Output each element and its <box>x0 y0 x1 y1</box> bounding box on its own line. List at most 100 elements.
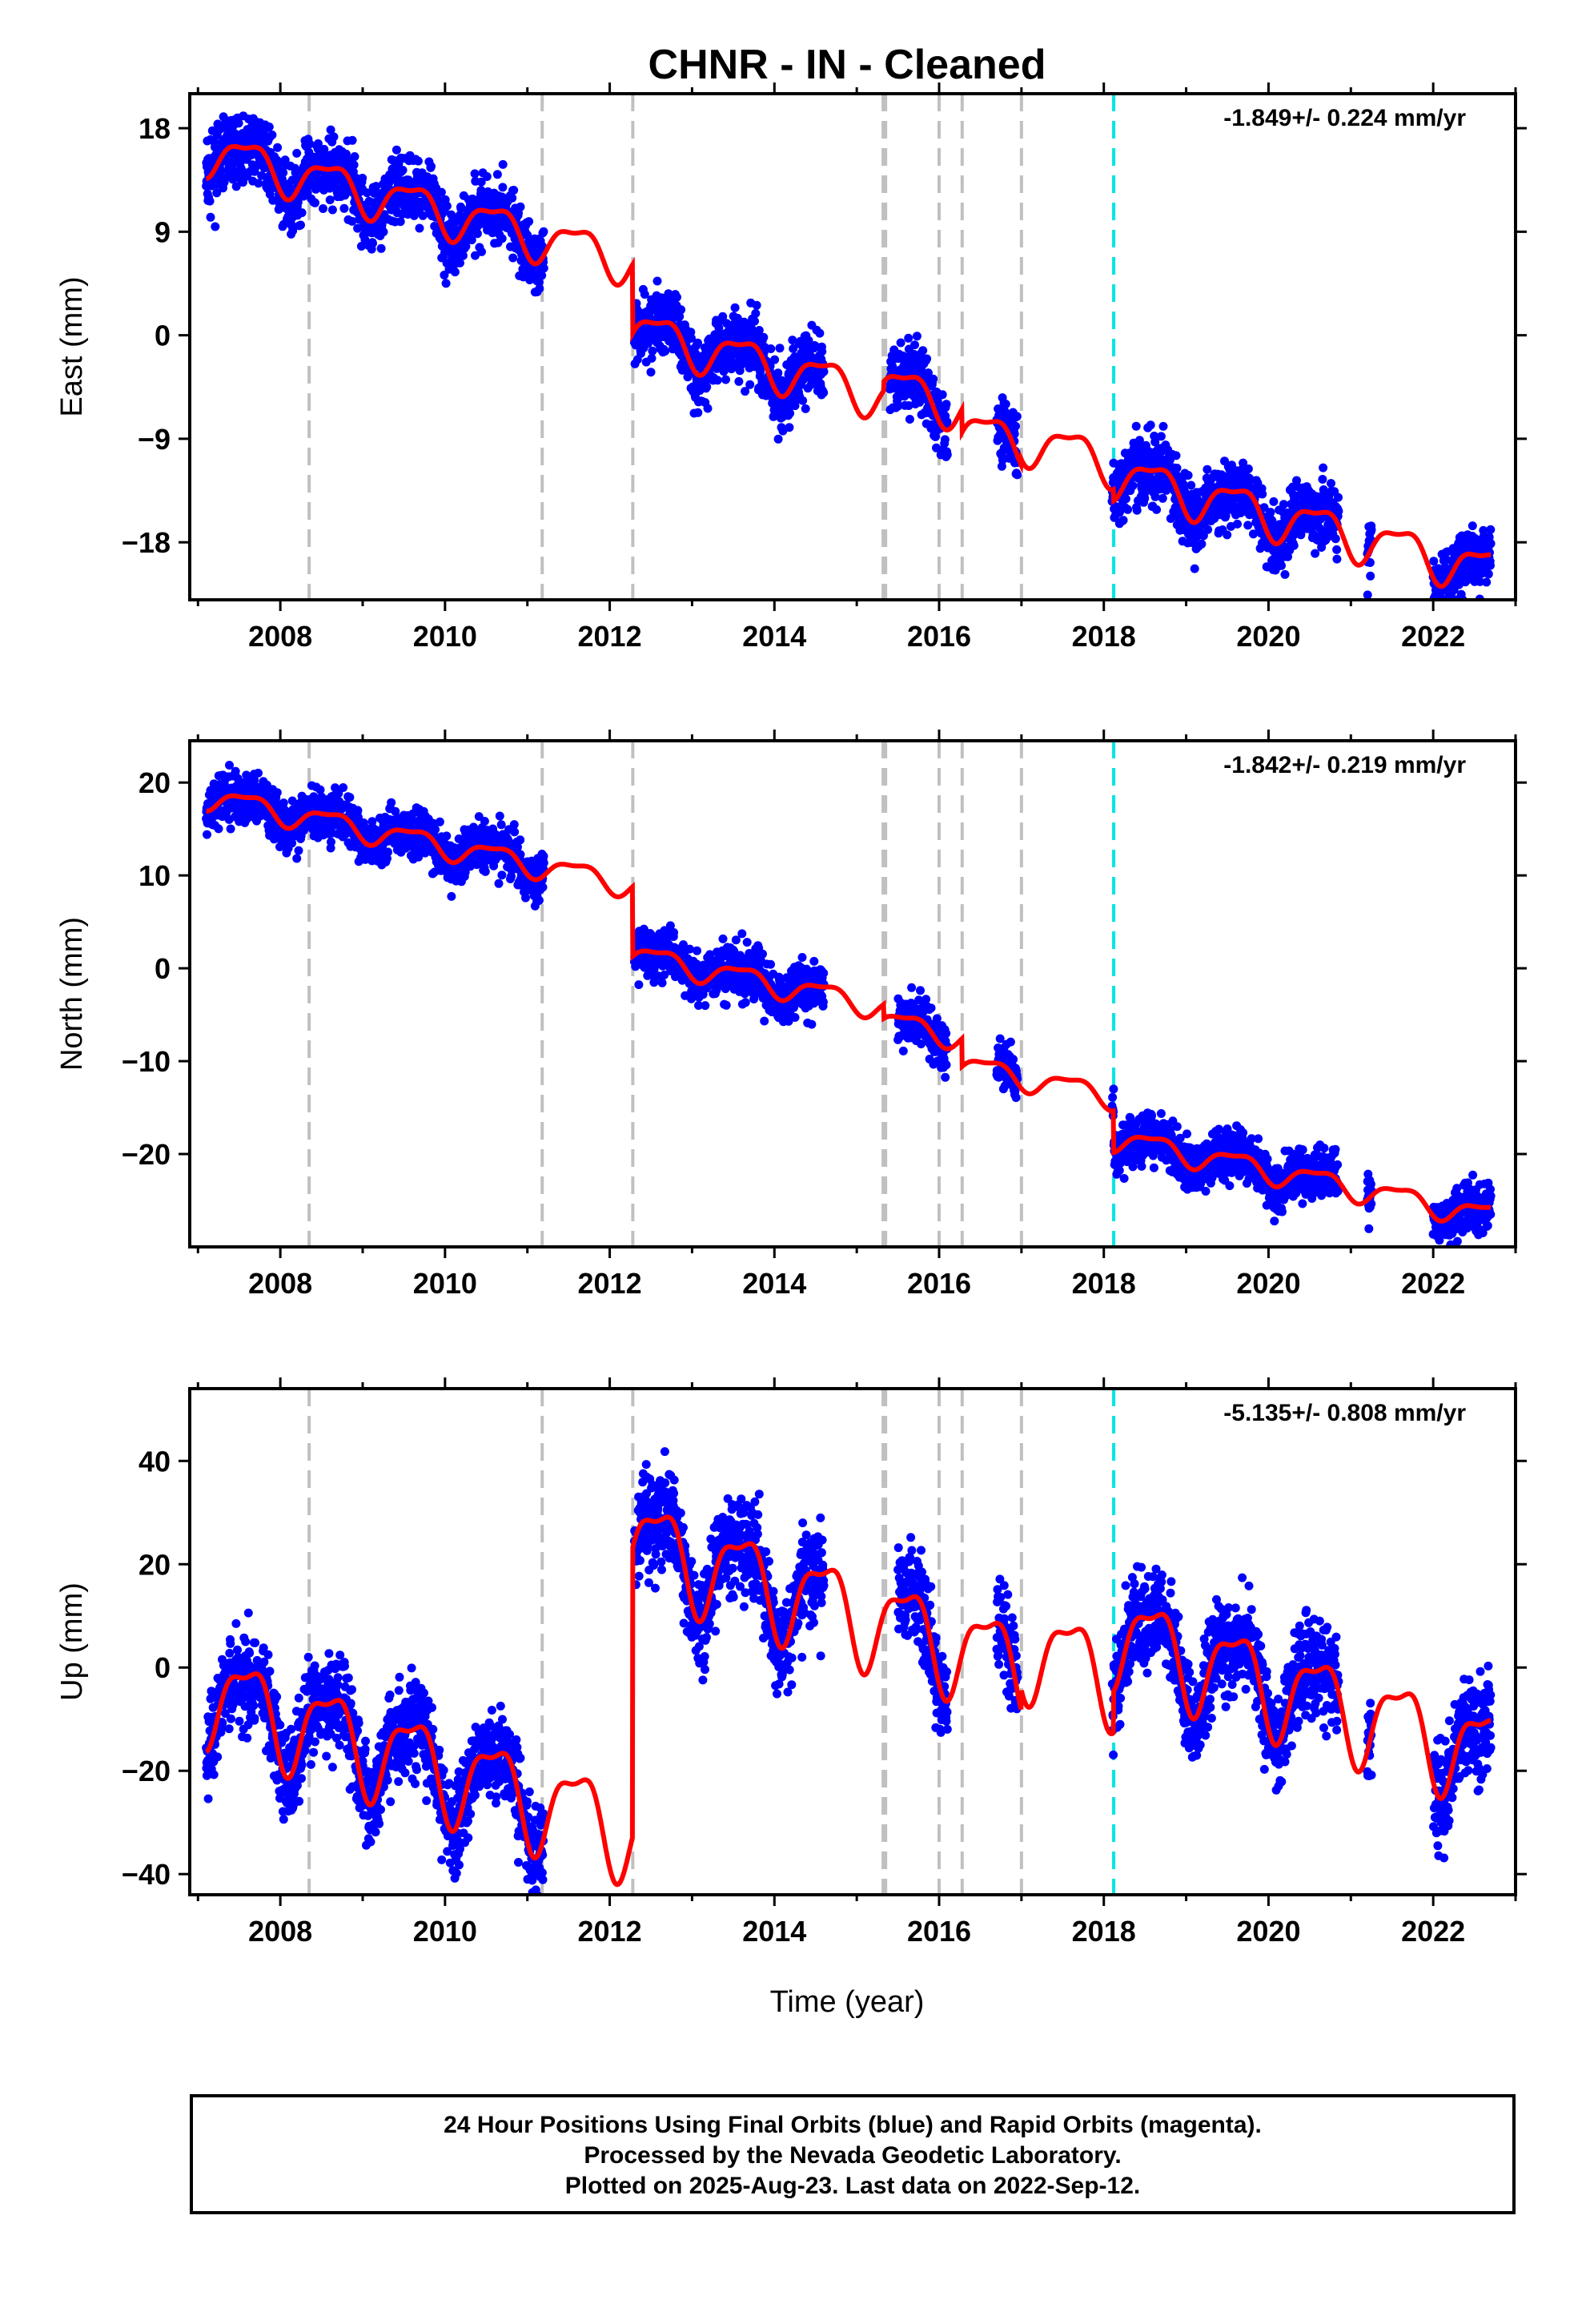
data-point <box>516 202 525 211</box>
data-point <box>442 201 452 211</box>
data-point <box>472 229 482 239</box>
data-point <box>458 251 468 260</box>
data-point <box>339 203 349 213</box>
data-point <box>1319 463 1328 472</box>
data-point <box>329 132 339 142</box>
data-point <box>497 234 507 243</box>
y-tick-label: −18 <box>122 526 171 559</box>
data-point <box>264 123 274 131</box>
data-point <box>538 883 548 892</box>
data-point <box>539 858 548 868</box>
data-point <box>297 208 307 218</box>
data-point <box>1132 505 1142 515</box>
data-point <box>1334 493 1343 502</box>
data-point <box>750 316 759 326</box>
data-point <box>292 854 302 863</box>
data-point <box>398 166 408 175</box>
data-point <box>498 183 508 192</box>
data-point <box>1001 400 1010 409</box>
data-point <box>801 404 810 413</box>
data-point <box>1233 519 1242 529</box>
data-point <box>938 390 947 400</box>
data-point <box>904 333 913 343</box>
data-point <box>1183 471 1193 480</box>
data-point <box>1158 493 1167 503</box>
data-point <box>661 347 670 356</box>
data-point <box>1318 475 1327 484</box>
data-point <box>427 162 436 171</box>
data-point <box>1363 590 1372 600</box>
data-point <box>212 188 222 198</box>
data-point <box>998 455 1007 464</box>
data-point <box>319 204 327 213</box>
data-point <box>231 182 241 191</box>
data-point <box>214 824 223 834</box>
data-point <box>773 434 783 444</box>
data-point <box>467 235 476 245</box>
data-point <box>942 417 952 427</box>
data-point <box>292 148 302 158</box>
data-point <box>396 217 405 227</box>
data-point <box>267 131 277 139</box>
data-point <box>745 380 755 389</box>
data-point <box>345 793 355 802</box>
data-point <box>1331 534 1340 544</box>
final-orbit-points <box>202 761 1496 1247</box>
panels: 2008 2010 2012 2014 2016 2018 2020 2022−18−9091… <box>55 82 1527 1948</box>
data-point <box>508 193 517 203</box>
data-point <box>752 300 761 310</box>
data-point <box>634 980 644 990</box>
data-point <box>1203 464 1212 474</box>
x-tick-label: 2010 <box>413 620 477 653</box>
data-point <box>254 179 263 188</box>
data-point <box>415 223 424 233</box>
data-point <box>819 388 829 397</box>
data-point <box>442 831 452 841</box>
data-point <box>798 396 808 405</box>
data-point <box>537 271 547 280</box>
y-tick-label: −9 <box>138 423 171 456</box>
data-point <box>1443 605 1452 614</box>
data-point <box>371 182 381 191</box>
data-point <box>1277 561 1286 570</box>
data-point <box>1280 569 1290 579</box>
data-point <box>327 837 335 846</box>
data-point <box>272 788 282 798</box>
data-point <box>712 316 721 325</box>
data-point <box>349 160 359 170</box>
data-point <box>1484 569 1493 579</box>
data-point <box>1011 421 1020 431</box>
data-point <box>819 367 829 376</box>
data-point <box>379 227 388 236</box>
data-point <box>942 450 952 460</box>
data-point <box>391 145 401 155</box>
data-point <box>480 817 489 826</box>
x-tick-label: 2020 <box>1236 620 1300 653</box>
y-tick-label: 0 <box>155 320 171 352</box>
data-point <box>510 827 520 837</box>
data-point <box>1012 412 1022 421</box>
data-point <box>693 338 702 348</box>
data-point <box>721 375 730 384</box>
data-point <box>905 415 914 424</box>
data-point <box>1128 481 1138 490</box>
data-point <box>205 196 215 206</box>
data-point <box>456 204 466 213</box>
data-point <box>418 211 428 220</box>
data-point <box>383 847 392 857</box>
data-point <box>363 188 371 198</box>
data-point <box>356 242 366 251</box>
data-point <box>435 817 444 826</box>
data-point <box>347 135 357 145</box>
data-point <box>718 312 728 321</box>
data-point <box>313 139 323 148</box>
data-point <box>440 271 449 279</box>
data-point <box>918 346 928 356</box>
data-point <box>211 222 220 231</box>
data-point <box>1146 420 1155 430</box>
y-tick-label: 9 <box>155 215 171 248</box>
data-point <box>1243 464 1253 473</box>
data-point <box>912 332 921 341</box>
data-point <box>347 216 357 226</box>
